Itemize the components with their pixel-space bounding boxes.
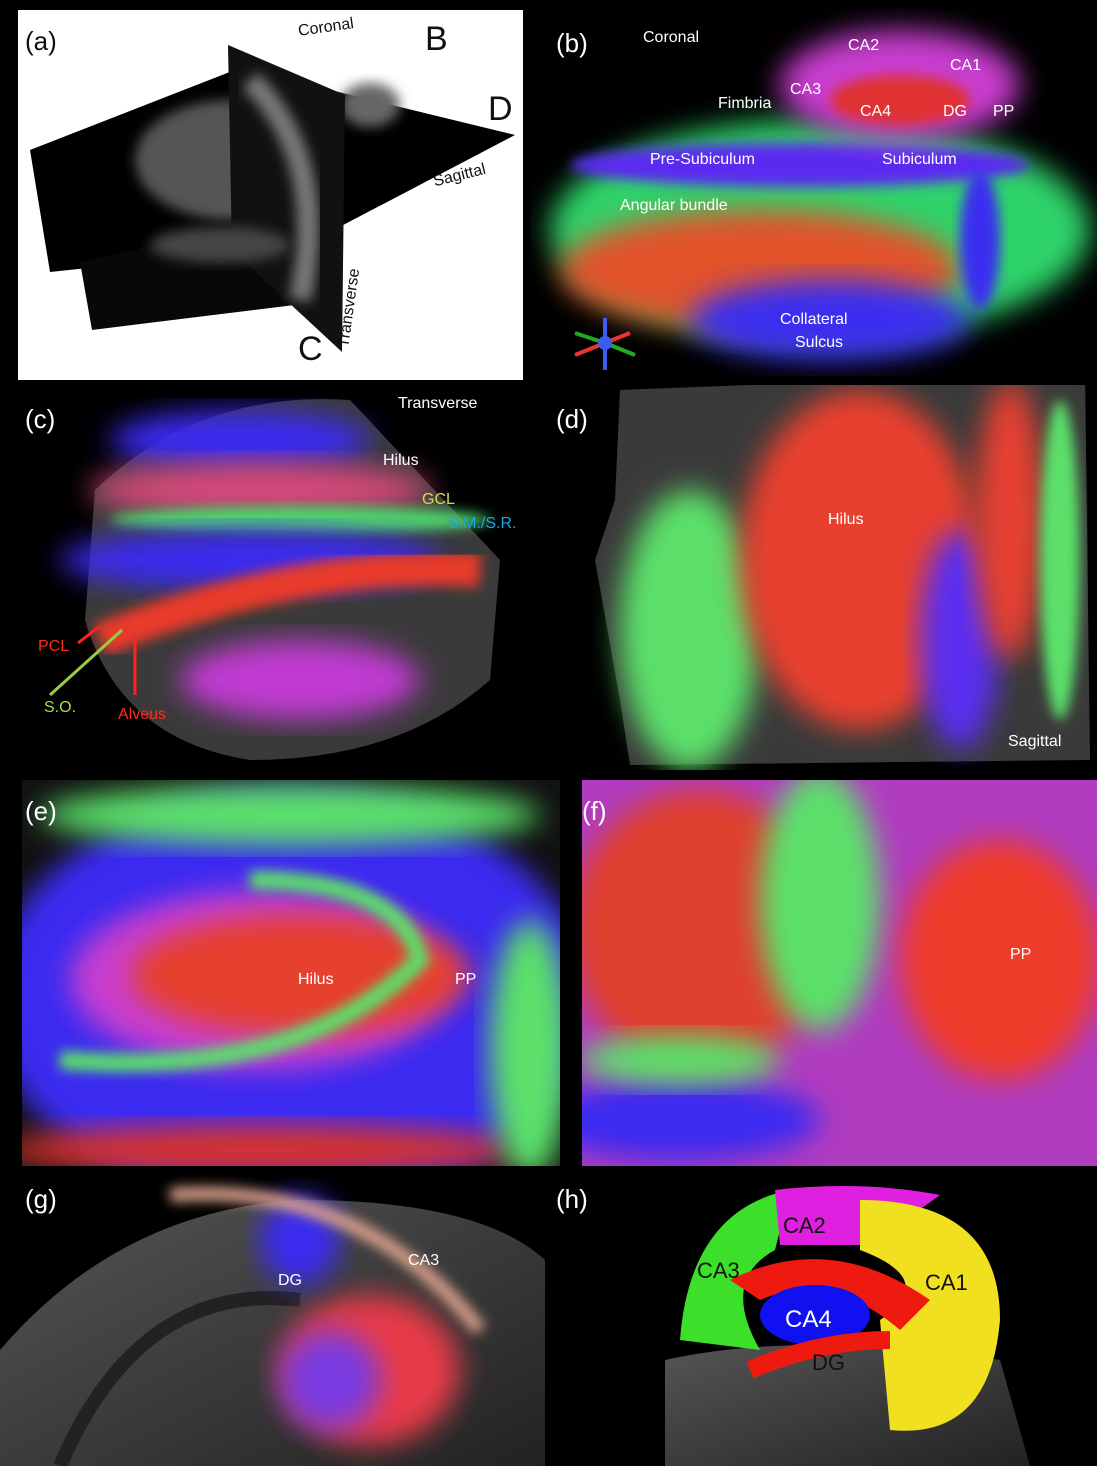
plane-letter: C xyxy=(298,332,323,366)
annotation: DG xyxy=(812,1352,845,1374)
annotation: CA4 xyxy=(785,1308,832,1332)
annotation: CA3 xyxy=(408,1253,439,1269)
annotation: Coronal xyxy=(643,30,699,46)
plane-letter: B xyxy=(425,22,448,56)
panel-label: (g) xyxy=(25,1186,57,1212)
annotation: Angular bundle xyxy=(620,198,728,214)
annotation: CA1 xyxy=(925,1272,968,1294)
panel-label: (c) xyxy=(25,406,55,432)
annotation: CA1 xyxy=(950,58,981,74)
annotation: Hilus xyxy=(383,453,419,469)
annotation: Fimbria xyxy=(718,96,771,112)
annotation: CA2 xyxy=(848,38,879,54)
annotation: CA3 xyxy=(697,1260,740,1282)
annotation: Alveus xyxy=(118,707,166,723)
panel-label: (b) xyxy=(556,30,588,56)
annotation: S.M./S.R. xyxy=(448,516,516,532)
panel-label: (e) xyxy=(25,798,57,824)
figure: (a) Coronal B D Sagittal Transverse C (b… xyxy=(0,0,1097,1466)
panel-f-art xyxy=(540,770,1097,1166)
annotation: PCL xyxy=(38,639,69,655)
panel-label: (f) xyxy=(582,798,607,824)
panel-h-art xyxy=(662,1170,1097,1466)
panel-label: (h) xyxy=(556,1186,588,1212)
annotation: S.O. xyxy=(44,700,76,716)
annotation: Subiculum xyxy=(882,152,957,168)
annotation: Hilus xyxy=(828,512,864,528)
annotation: Sagittal xyxy=(1008,734,1061,750)
figure-art xyxy=(0,0,1097,1466)
panel-label: (a) xyxy=(25,28,57,54)
annotation: GCL xyxy=(422,492,455,508)
annotation: DG xyxy=(943,104,967,120)
annotation: PP xyxy=(993,104,1014,120)
panel-d-art xyxy=(595,372,1090,770)
annotation: PP xyxy=(455,972,476,988)
annotation: Collateral xyxy=(780,312,848,328)
annotation: Transverse xyxy=(398,396,477,412)
panel-e-art xyxy=(0,780,590,1210)
panel-a-art xyxy=(18,10,523,380)
annotation: CA4 xyxy=(860,104,891,120)
panel-g-art xyxy=(0,1194,545,1466)
annotation: CA2 xyxy=(783,1215,826,1237)
annotation: Sulcus xyxy=(795,335,843,351)
annotation: CA3 xyxy=(790,82,821,98)
annotation: PP xyxy=(1010,947,1031,963)
annotation: Hilus xyxy=(298,972,334,988)
panel-label: (d) xyxy=(556,406,588,432)
annotation: Pre-Subiculum xyxy=(650,152,755,168)
plane-letter: D xyxy=(488,92,513,126)
annotation: DG xyxy=(278,1273,302,1289)
